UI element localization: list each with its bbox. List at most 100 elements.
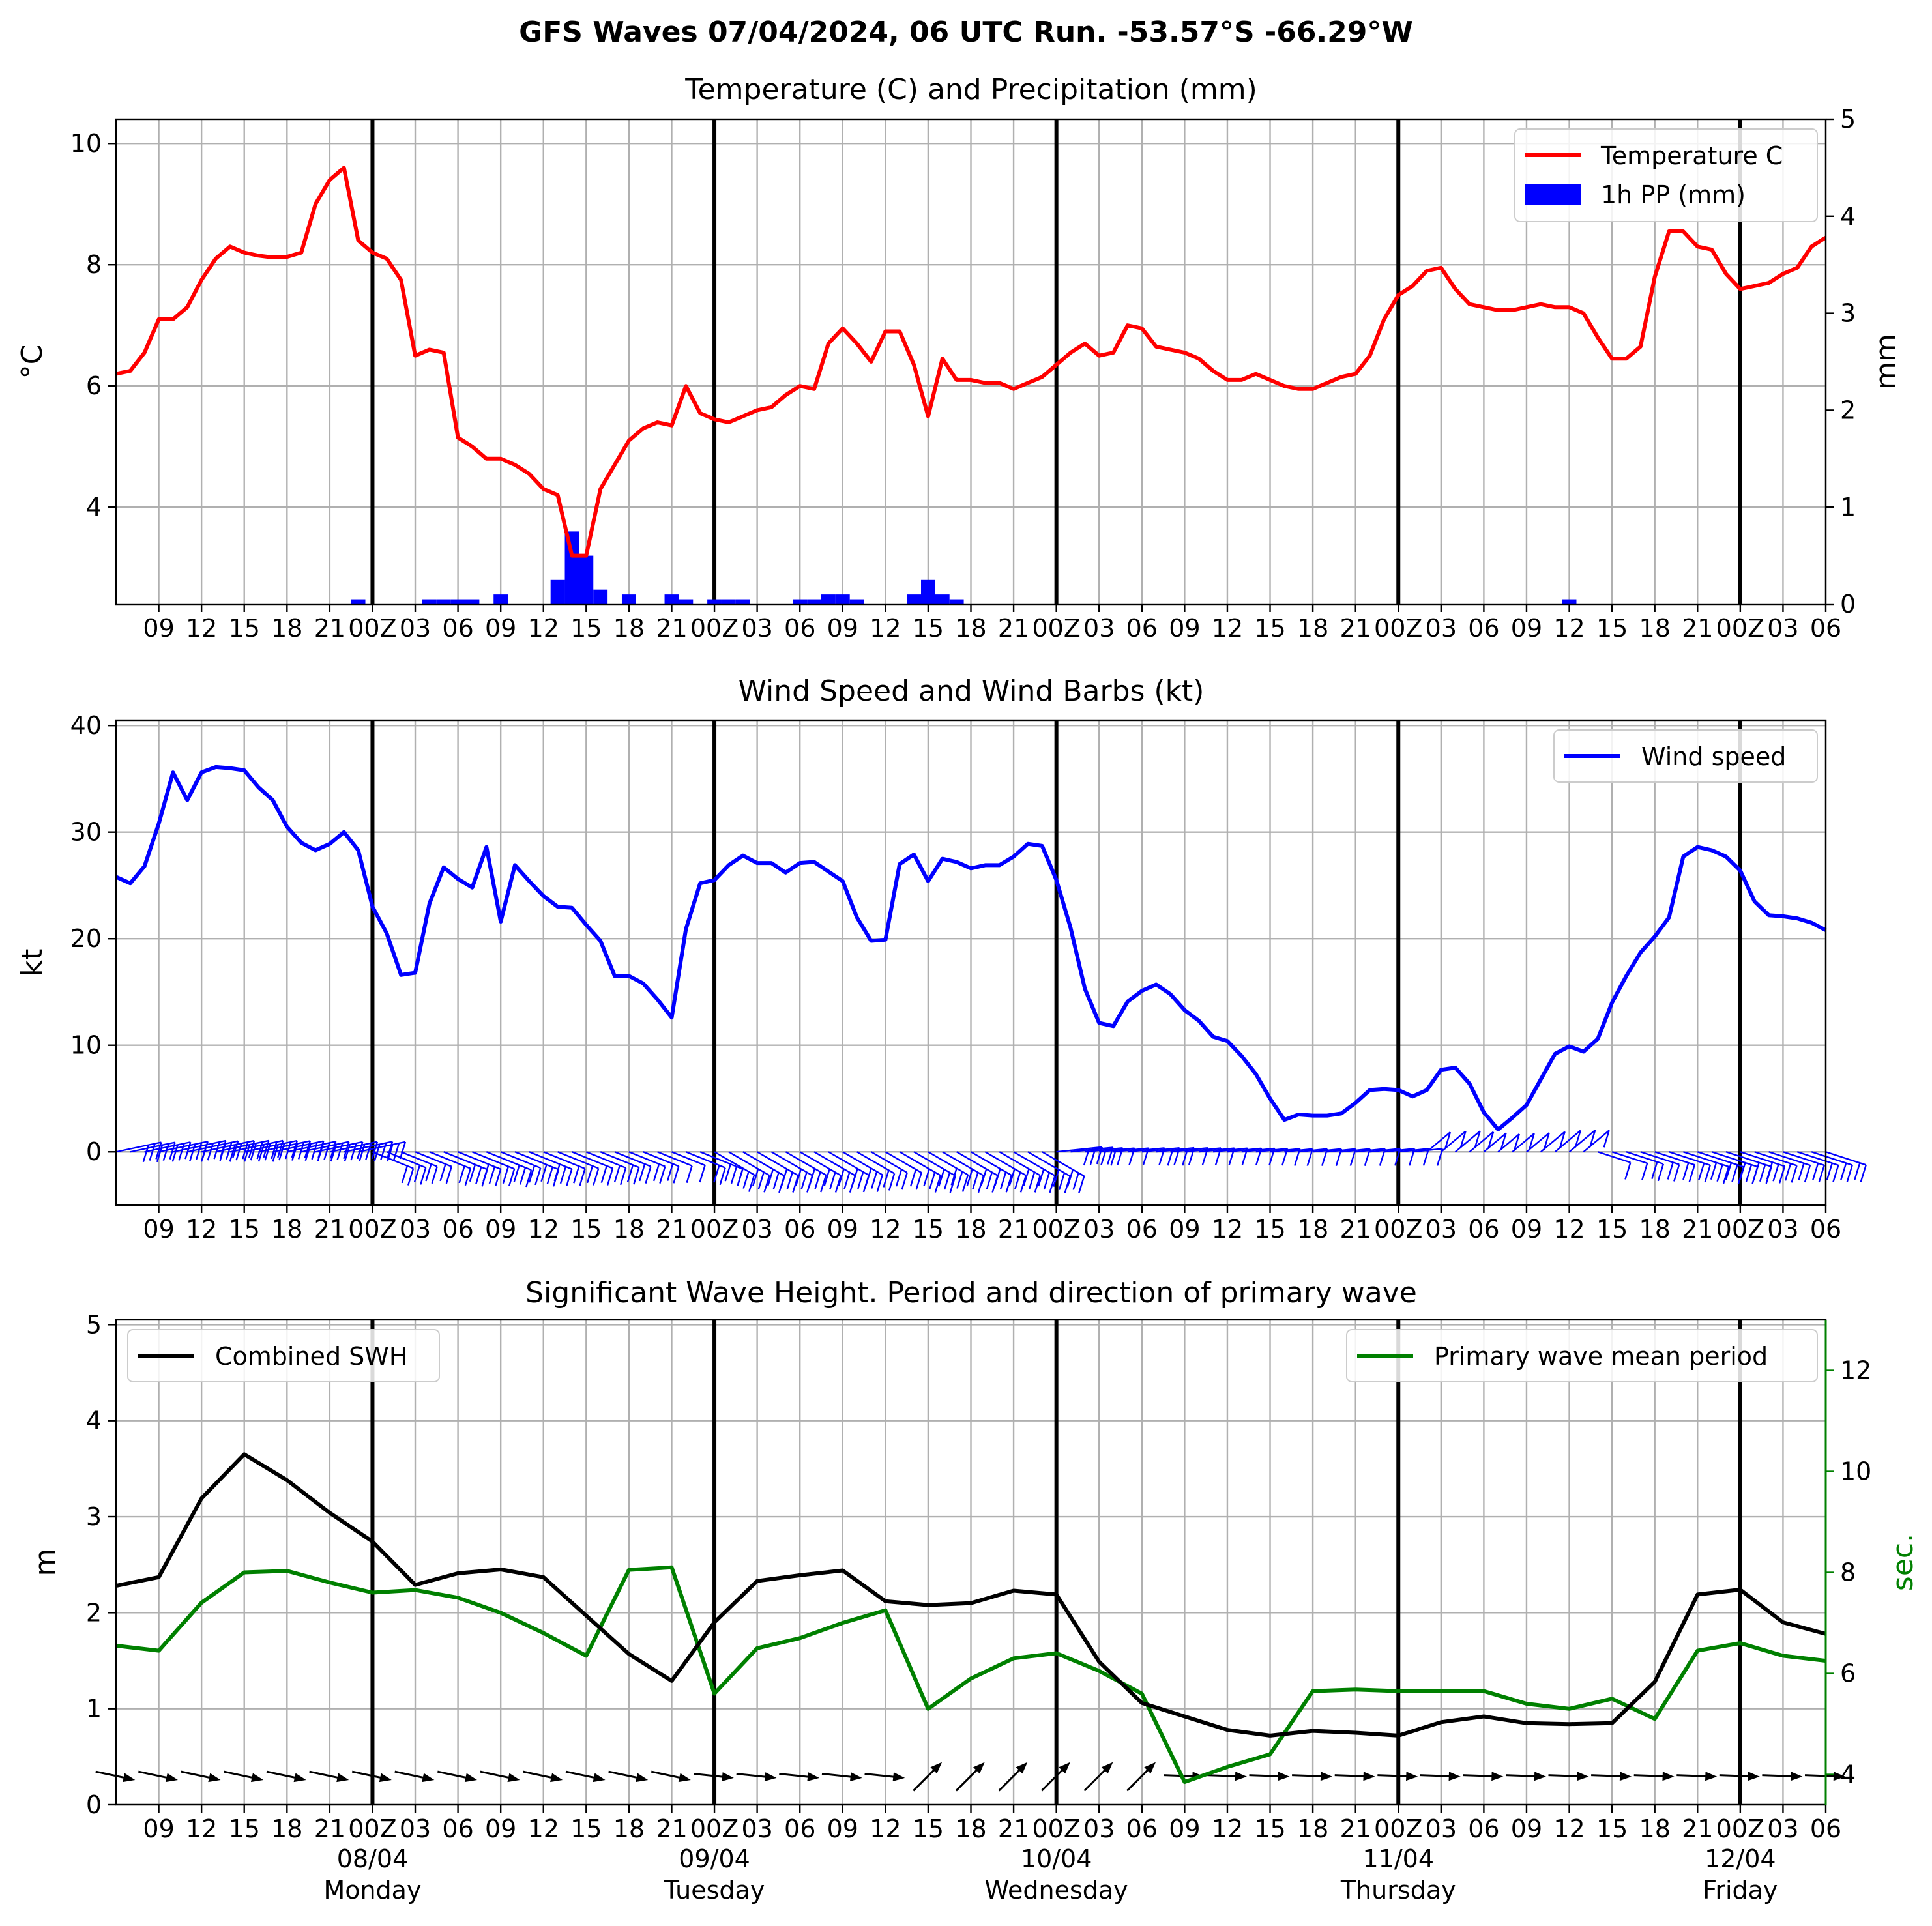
wind-barb-feather [1704, 1165, 1711, 1183]
wind-barb-feather [1335, 1148, 1343, 1166]
arrow-shaft [266, 1770, 298, 1779]
x-tick-label: 21 [656, 614, 687, 643]
arrow-shaft [694, 1772, 725, 1778]
wave-swh-line [115, 1452, 1826, 1738]
wind-barb-feather [633, 1167, 640, 1185]
arrow-shaft [1719, 1774, 1751, 1777]
wind-barb-feather [724, 1163, 731, 1182]
wind-barb [400, 1151, 438, 1184]
wind-barb-staff [1369, 1148, 1401, 1153]
wind-barb [671, 1151, 706, 1183]
wind-barb-feather [431, 1166, 438, 1184]
wind-barb-staff [913, 1151, 956, 1177]
legend-precip-swatch [1525, 184, 1581, 205]
legend-temperature-label: Temperature C [1600, 141, 1783, 170]
wind-barb-staff [1156, 1146, 1195, 1153]
x-tick-label: 09 [1169, 1815, 1200, 1843]
arrow-shaft [1126, 1768, 1150, 1792]
y2-tick-label: 0 [1840, 590, 1856, 619]
x-tick-label: 00Z [1374, 1215, 1422, 1244]
wind-barb-staff [714, 1151, 755, 1176]
wave-direction-arrow [1126, 1762, 1156, 1792]
wind-barb-feather [763, 1175, 770, 1193]
wave-direction-arrow [1762, 1772, 1803, 1781]
x-tick-label: 00Z [690, 1215, 739, 1244]
wind-barb-feather [1766, 1161, 1774, 1180]
wind-barb-feather [1710, 1162, 1718, 1180]
wind-barb-staff [1241, 1147, 1275, 1153]
wind-panel: Wind Speed and Wind Barbs (kt) 0 10 20 30 40… [16, 675, 1867, 1244]
wind-barb-staff [158, 1141, 209, 1153]
y-tick-label: 2 [86, 1598, 102, 1627]
wind-barb-staff [671, 1151, 706, 1167]
wind-barb-feather [519, 1167, 527, 1185]
x-tick-label: 03 [741, 614, 772, 643]
wind-barb-feather [1651, 1161, 1658, 1179]
x-tick-label: 15 [913, 1815, 944, 1843]
wind-barb-feather [938, 1169, 945, 1187]
wind-barb-staff [201, 1139, 255, 1153]
wind-barb-staff [472, 1151, 515, 1170]
wave-direction-arrow [1505, 1772, 1546, 1781]
wind-barb-staff [1568, 1129, 1596, 1153]
wind-barb-feather [645, 1166, 652, 1184]
x-tick-label: 09 [143, 614, 174, 643]
wind-barb [529, 1151, 573, 1186]
wind-barb-feather [1321, 1148, 1328, 1166]
wind-barb [1441, 1130, 1467, 1153]
temperature-line [115, 166, 1827, 558]
wind-barb-staff [885, 1151, 922, 1174]
y-tick-label: 6 [86, 372, 102, 400]
wind-barb-feather [1589, 1130, 1596, 1148]
wind-barb [1825, 1151, 1867, 1182]
y2-tick-label: 2 [1840, 396, 1856, 424]
wind-barb-feather [950, 1168, 958, 1186]
wind-barb-staff [272, 1140, 324, 1153]
wave-y-label: m [29, 1549, 62, 1577]
arrow-head [1406, 1772, 1418, 1781]
wind-barb-feather [1657, 1163, 1665, 1182]
wind-barb-feather [1029, 1172, 1036, 1189]
x-tick-label: 00Z [1374, 614, 1422, 643]
wave-direction-arrow [1591, 1772, 1632, 1781]
wind-barb-staff [1597, 1151, 1631, 1163]
wind-barb-feather [469, 1164, 476, 1182]
y-tick-label: 5 [86, 1310, 102, 1339]
wave-direction-arrow [1083, 1762, 1113, 1792]
wind-barb-feather [508, 1169, 516, 1186]
wave-title: Significant Wave Height. Period and dire… [525, 1276, 1417, 1309]
weekday-label: Thursday [1340, 1876, 1456, 1904]
wind-barb [1626, 1151, 1665, 1182]
wind-barb-staff [372, 1151, 414, 1169]
arrow-head [1577, 1772, 1589, 1781]
x-tick-label: 06 [1468, 1815, 1499, 1843]
wind-barb-staff [813, 1151, 856, 1176]
precip-bar [550, 579, 565, 604]
wind-barb-staff [757, 1151, 799, 1176]
wind-barb-feather [1812, 1163, 1819, 1181]
y-tick-label: 40 [70, 711, 102, 740]
x-tick-label: 21 [1682, 614, 1713, 643]
arrow-head [1619, 1772, 1632, 1781]
precip-bar [564, 531, 579, 604]
wave-direction-arrow [394, 1770, 435, 1783]
wind-barb-staff [173, 1139, 226, 1153]
wind-barb-feather [857, 1171, 864, 1189]
wind-barb-staff [1811, 1151, 1853, 1166]
wind-barb-staff [828, 1151, 870, 1176]
wind-barb-feather [1038, 1169, 1045, 1187]
y-tick-label: 10 [70, 129, 102, 158]
arrow-shaft [181, 1770, 212, 1779]
wind-barb [1654, 1151, 1695, 1182]
wind-barb-feather [502, 1166, 510, 1184]
wave-direction-arrow [266, 1770, 306, 1783]
temperature-legend: Temperature C 1h PP (mm) [1514, 128, 1818, 222]
wind-barb-feather [525, 1169, 533, 1188]
arrow-head [165, 1773, 178, 1783]
wind-barb-feather [659, 1166, 666, 1184]
wind-barb-feather [1826, 1163, 1833, 1180]
wind-barb [1768, 1151, 1811, 1183]
wind-barb-feather [915, 1172, 922, 1190]
wind-barb [856, 1151, 896, 1191]
arrow-head [293, 1773, 306, 1783]
